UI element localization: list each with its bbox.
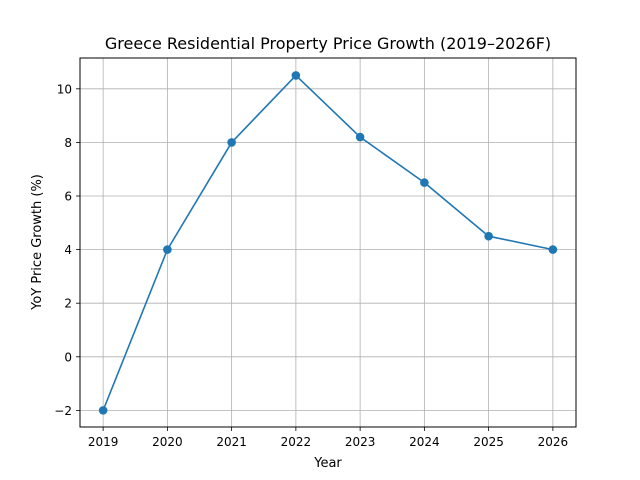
y-tick-label: 4 xyxy=(64,243,72,257)
grid-lines xyxy=(80,58,576,427)
data-point-marker xyxy=(291,71,301,80)
plot-area-frame xyxy=(79,57,577,428)
data-point-marker xyxy=(484,231,493,241)
y-tick-label: −2 xyxy=(54,404,72,418)
x-tick-label: 2024 xyxy=(409,435,440,449)
x-axis-ticks: 2019 2020 2021 2022 2023 2024 2025 2026 xyxy=(88,427,568,449)
x-tick-label: 2023 xyxy=(345,435,376,449)
x-axis-label: Year xyxy=(313,456,342,471)
y-tick-label: 10 xyxy=(57,82,72,96)
y-tick-label: 8 xyxy=(64,136,72,150)
y-tick-label: 0 xyxy=(64,350,72,364)
y-axis-label: YoY Price Growth (%) xyxy=(30,174,45,311)
series-line xyxy=(102,74,554,411)
x-tick-label: 2019 xyxy=(88,435,119,449)
data-point-marker xyxy=(548,245,558,254)
x-tick-label: 2020 xyxy=(152,435,183,449)
data-point-marker xyxy=(227,138,236,147)
x-tick-label: 2025 xyxy=(473,435,504,449)
data-point-marker xyxy=(420,178,429,187)
x-tick-label: 2026 xyxy=(538,435,569,449)
data-point-marker xyxy=(355,132,365,142)
data-series xyxy=(98,71,558,415)
data-point-marker xyxy=(163,245,172,254)
y-tick-label: 2 xyxy=(64,297,72,311)
chart-title: Greece Residential Property Price Growth… xyxy=(105,34,551,53)
x-tick-label: 2021 xyxy=(216,435,247,449)
y-tick-label: 6 xyxy=(64,190,72,204)
x-tick-label: 2022 xyxy=(281,435,312,449)
data-point-marker xyxy=(98,406,108,415)
y-axis-ticks: −2 0 2 4 6 8 10 xyxy=(54,82,80,418)
